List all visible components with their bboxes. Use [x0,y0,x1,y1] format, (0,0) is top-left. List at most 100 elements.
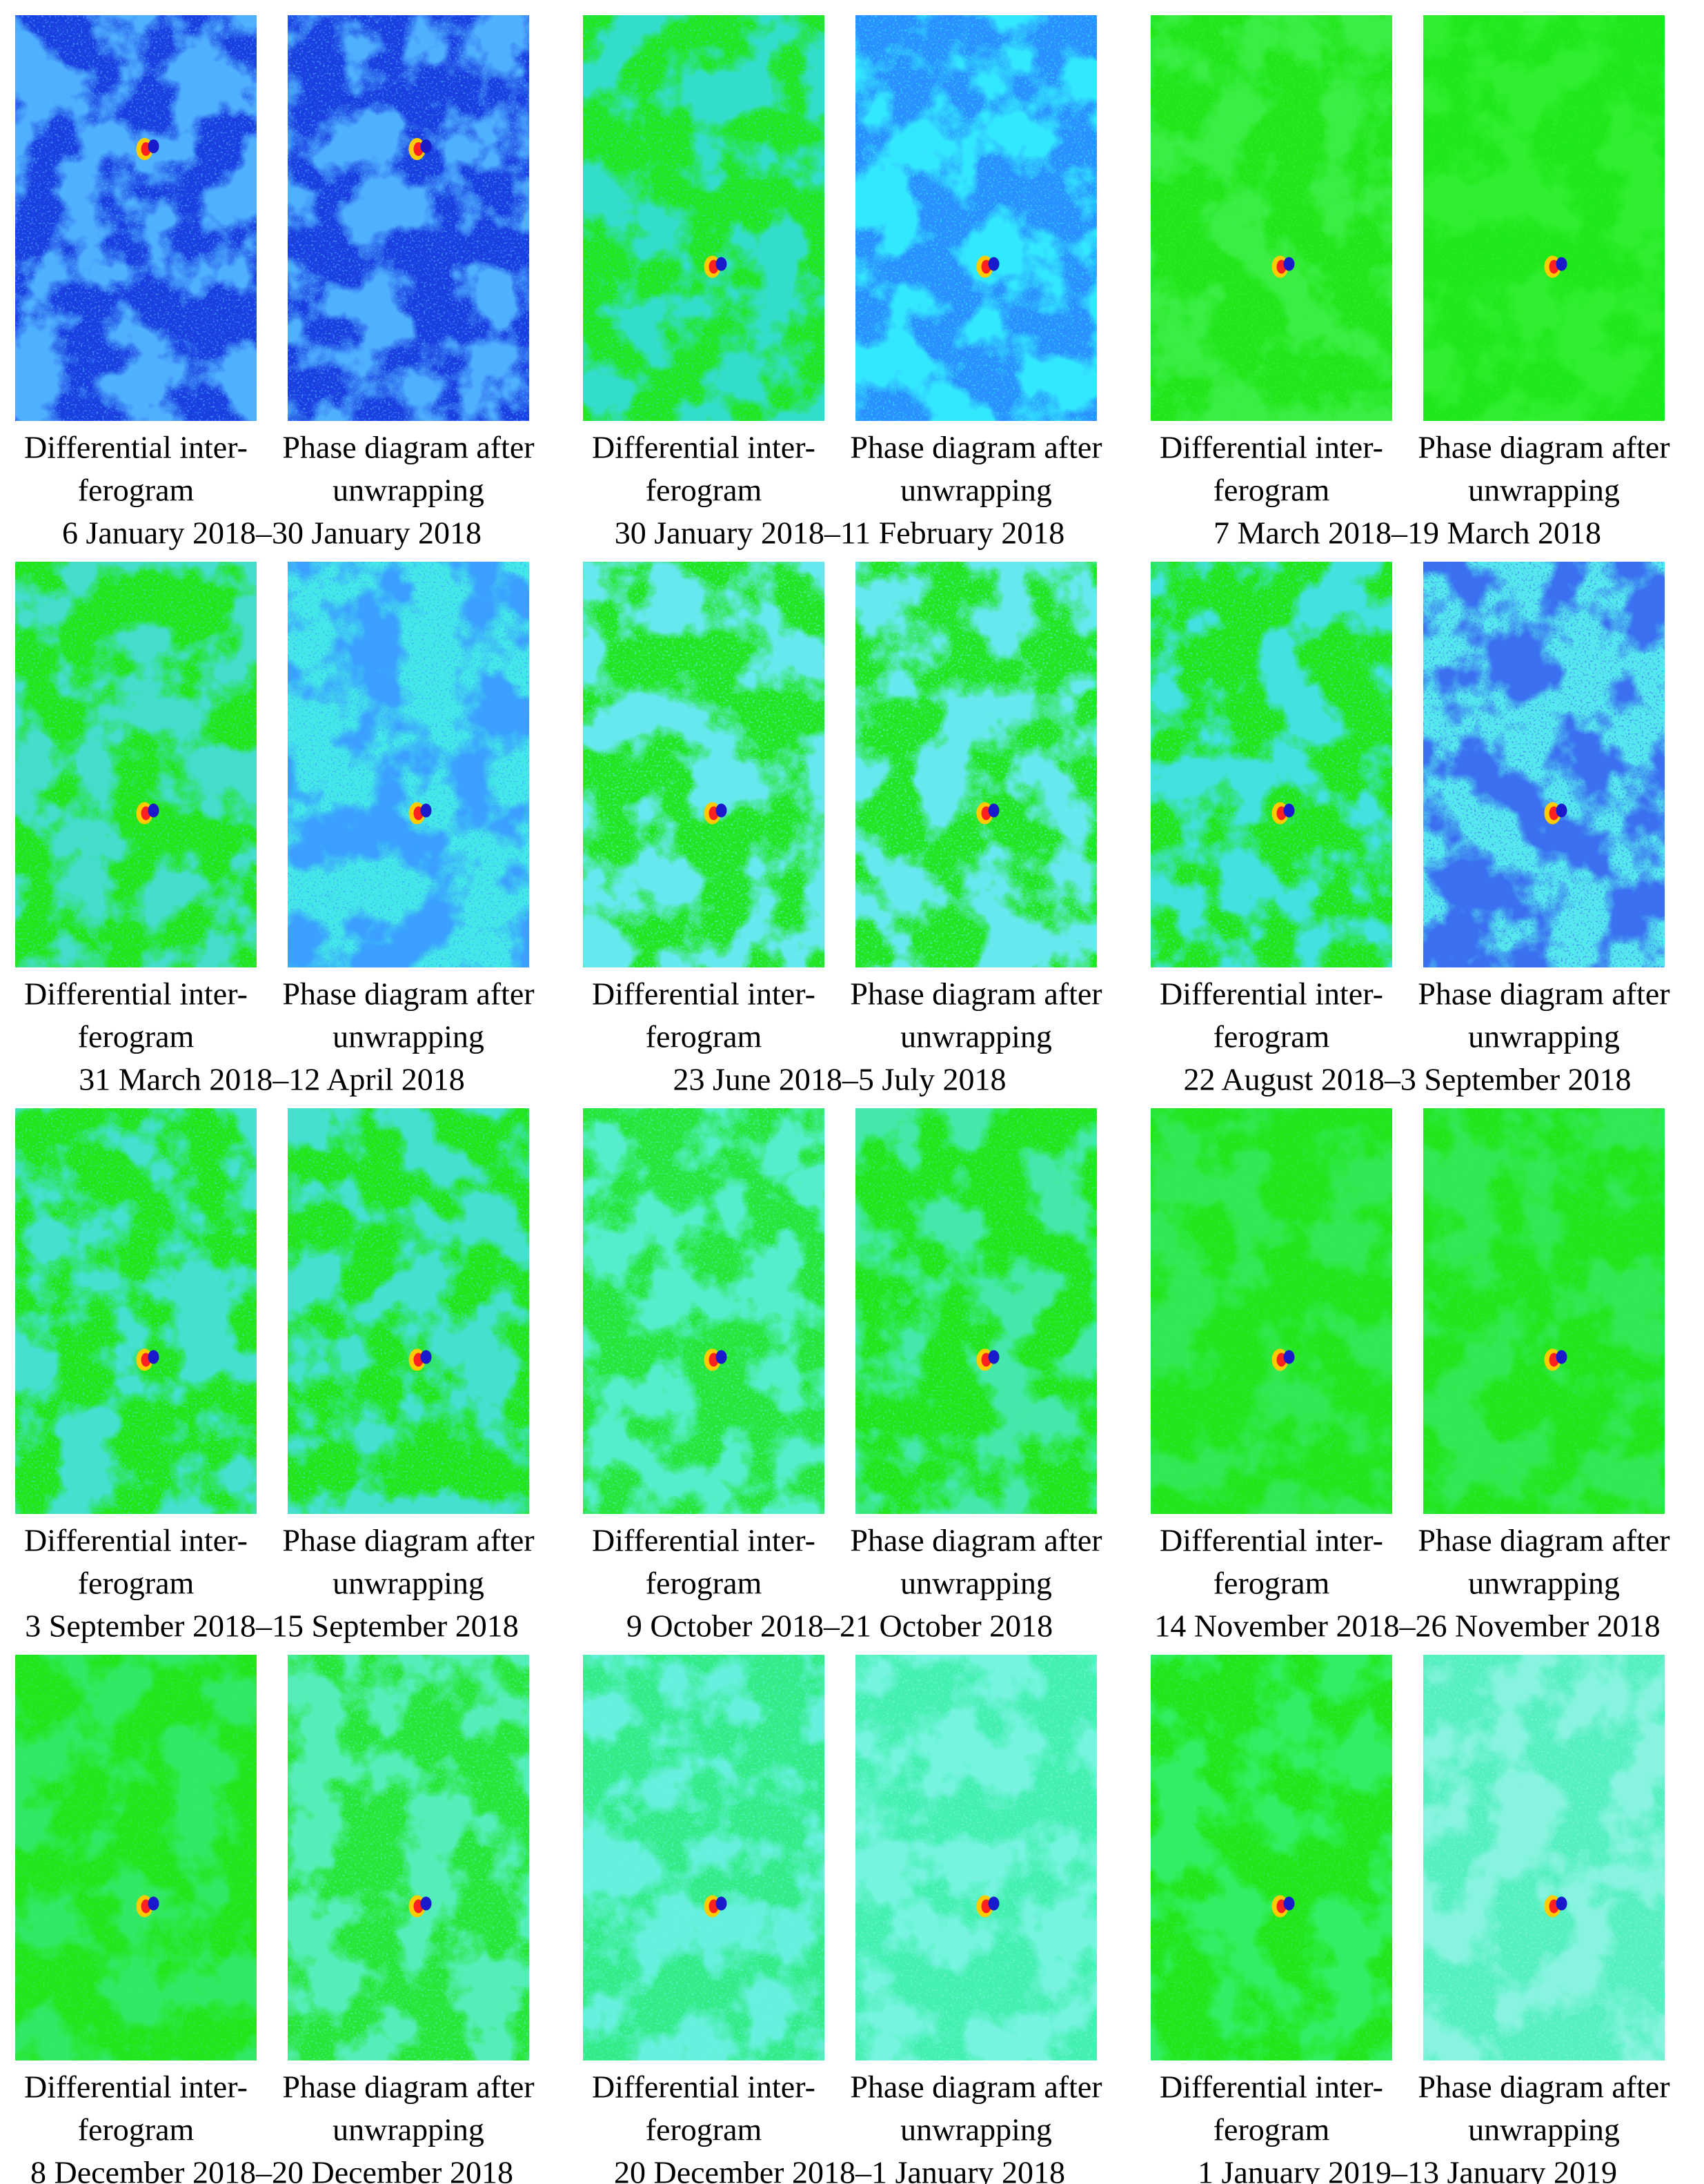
image-speckle [855,15,1097,421]
deformation-spot [148,1350,159,1364]
image-speckle [288,1655,529,2060]
deformation-spot [1283,1350,1295,1364]
caption: ferogram [646,1566,762,1601]
caption: Phase diagram after [1418,1523,1670,1558]
deformation-spot [148,1896,159,1911]
image-speckle [1151,1655,1392,2060]
image-speckle [855,1108,1097,1514]
date-range: 20 December 2018–1 January 2018 [614,2155,1065,2184]
caption: ferogram [1213,2112,1330,2147]
caption: ferogram [646,1019,762,1054]
deformation-spot [1283,1896,1295,1911]
caption: unwrapping [900,1566,1052,1601]
caption: unwrapping [1468,473,1620,508]
image-speckle [288,15,529,421]
deformation-spot [1556,803,1567,818]
deformation-spot [420,139,432,154]
caption: unwrapping [333,2112,484,2147]
image-speckle [288,562,529,967]
image-speckle [15,15,257,421]
date-range: 8 December 2018–20 December 2018 [30,2155,513,2184]
deformation-spot [715,1350,727,1364]
date-range: 22 August 2018–3 September 2018 [1183,1062,1631,1097]
image-speckle [1423,562,1665,967]
caption: unwrapping [900,2112,1052,2147]
caption: Phase diagram after [850,430,1102,465]
deformation-spot [1283,257,1295,271]
deformation-spot [420,803,432,818]
image-speckle [855,1655,1097,2060]
image-speckle [1423,15,1665,421]
caption: Differential inter- [24,1523,248,1558]
caption: Differential inter- [24,2069,248,2105]
deformation-spot [988,1350,1000,1364]
deformation-spot [715,1896,727,1911]
deformation-spot [988,1896,1000,1911]
deformation-spot [148,139,159,154]
caption: Phase diagram after [1418,430,1670,465]
caption: Differential inter- [24,976,248,1012]
deformation-spot [1283,803,1295,818]
caption: unwrapping [333,1566,484,1601]
caption: Phase diagram after [850,976,1102,1012]
caption: Differential inter- [1160,1523,1383,1558]
caption: ferogram [78,1566,195,1601]
date-range: 30 January 2018–11 February 2018 [615,515,1064,551]
caption: Differential inter- [592,976,815,1012]
caption: unwrapping [1468,1566,1620,1601]
caption: unwrapping [900,1019,1052,1054]
caption: Differential inter- [592,1523,815,1558]
deformation-spot [420,1350,432,1364]
date-range: 6 January 2018–30 January 2018 [62,515,482,551]
date-range: 23 June 2018–5 July 2018 [673,1062,1007,1097]
image-speckle [288,1108,529,1514]
caption: ferogram [646,473,762,508]
image-speckle [1151,15,1392,421]
image-speckle [15,562,257,967]
caption: Phase diagram after [282,2069,534,2105]
caption: Differential inter- [592,2069,815,2105]
date-range: 1 January 2019–13 January 2019 [1198,2155,1617,2184]
caption: Differential inter- [24,430,248,465]
image-speckle [1151,1108,1392,1514]
image-speckle [583,1655,824,2060]
caption: ferogram [1213,1566,1330,1601]
caption: Differential inter- [1160,976,1383,1012]
deformation-spot [988,257,1000,271]
deformation-spot [988,803,1000,818]
image-speckle [583,15,824,421]
deformation-spot [1556,1350,1567,1364]
deformation-spot [420,1896,432,1911]
caption: unwrapping [900,473,1052,508]
caption: Differential inter- [1160,430,1383,465]
caption: Phase diagram after [1418,976,1670,1012]
image-speckle [855,562,1097,967]
image-speckle [583,562,824,967]
caption: ferogram [1213,1019,1330,1054]
caption: ferogram [78,473,195,508]
deformation-spot [715,257,727,271]
deformation-spot [148,803,159,818]
image-speckle [1423,1655,1665,2060]
caption: unwrapping [1468,2112,1620,2147]
deformation-spot [1556,257,1567,271]
image-speckle [1151,562,1392,967]
caption: unwrapping [333,1019,484,1054]
date-range: 7 March 2018–19 March 2018 [1213,515,1601,551]
caption: Differential inter- [1160,2069,1383,2105]
caption: Phase diagram after [850,1523,1102,1558]
image-speckle [1423,1108,1665,1514]
caption: ferogram [1213,473,1330,508]
deformation-spot [1556,1896,1567,1911]
caption: ferogram [78,1019,195,1054]
date-range: 14 November 2018–26 November 2018 [1154,1609,1660,1644]
caption: ferogram [646,2112,762,2147]
date-range: 3 September 2018–15 September 2018 [25,1609,518,1644]
caption: ferogram [78,2112,195,2147]
image-speckle [15,1655,257,2060]
image-speckle [15,1108,257,1514]
caption: Differential inter- [592,430,815,465]
image-speckle [583,1108,824,1514]
caption: unwrapping [333,473,484,508]
